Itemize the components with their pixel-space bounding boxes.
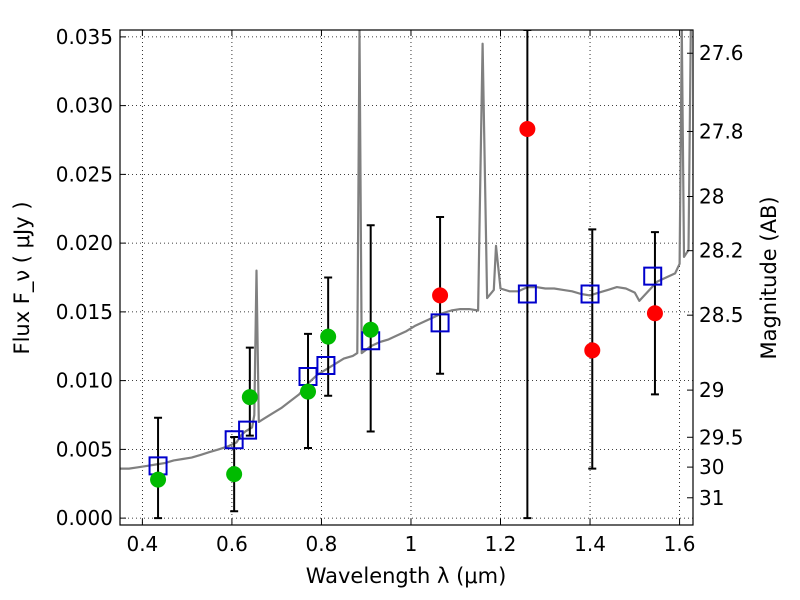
x-tick-label: 1.6 (664, 532, 696, 556)
right-tick-label: 29 (699, 378, 724, 402)
green-data-point (226, 466, 243, 483)
model-square-point (580, 284, 600, 304)
right-tick-label: 28.5 (699, 303, 744, 327)
y-axis-label: Flux F_ν ( μJy ) (10, 201, 35, 354)
plot-area (120, 30, 692, 520)
right-tick-label: 27.6 (699, 41, 744, 65)
model-square-point (238, 420, 258, 440)
red-data-point (519, 121, 536, 137)
x-tick-label: 1.4 (574, 532, 606, 556)
green-data-point (300, 383, 317, 400)
plot-background (120, 30, 693, 525)
grid (120, 30, 693, 525)
green-data-point (320, 328, 337, 345)
y-tick-label: 0.005 (56, 437, 113, 461)
x-axis-label: Wavelength λ (μm) (306, 564, 507, 588)
x-tick-label: 0.8 (306, 532, 338, 556)
y-tick-label: 0.010 (56, 369, 113, 393)
green-data-point (150, 471, 167, 488)
y-tick-label: 0.030 (56, 94, 113, 118)
y-axis-right-label: Magnitude (AB) (757, 196, 781, 359)
model-square-point (430, 313, 450, 333)
green-data-point (362, 321, 379, 338)
right-tick-label: 27.8 (699, 119, 744, 143)
right-tick-label: 28 (699, 185, 724, 209)
red-data-point (646, 305, 663, 322)
y-tick-label: 0.035 (56, 25, 113, 49)
model-square-point (643, 266, 663, 286)
x-tick-label: 1.2 (485, 532, 517, 556)
red-data-point (432, 287, 449, 304)
x-tick-label: 0.6 (216, 532, 248, 556)
y-tick-label: 0.015 (56, 300, 113, 324)
red-data-point (584, 342, 601, 359)
right-tick-label: 31 (699, 486, 724, 510)
model-square-point (517, 284, 537, 304)
green-data-point (241, 389, 258, 406)
plot-frame (119, 29, 694, 526)
model-square-point (224, 430, 244, 450)
y-tick-label: 0.000 (56, 506, 113, 530)
right-tick-label: 29.5 (699, 425, 744, 449)
right-tick-label: 28.2 (699, 239, 744, 263)
x-tick-label: 0.4 (126, 532, 158, 556)
model-square-point (316, 356, 336, 375)
axes: 0.4 0.6 0.8 1 1.2 1.4 1.6 0.000 0.005 0.010 0.015 0… (56, 25, 744, 556)
x-tick-label: 1 (405, 532, 418, 556)
y-tick-label: 0.020 (56, 231, 113, 255)
y-tick-label: 0.025 (56, 162, 113, 186)
right-tick-label: 30 (699, 455, 724, 479)
